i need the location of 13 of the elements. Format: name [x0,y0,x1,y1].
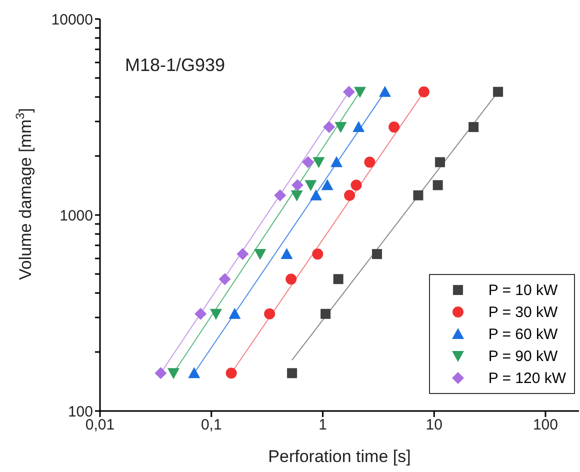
x-axis-title: Perforation time [s] [268,447,411,466]
legend-label: P = 90 kW [488,348,558,364]
legend-label: P = 120 kW [488,370,566,386]
y-tick-label: 1000 [60,207,93,224]
legend-label: P = 30 kW [488,304,558,320]
x-tick-label: 0,1 [200,416,222,434]
legend-label: P = 60 kW [488,326,558,342]
legend-label: P = 10 kW [488,282,558,298]
x-tick-label: 100 [532,416,558,434]
x-tick-label: 1 [318,416,327,434]
annotation: M18-1/G939 [125,55,226,75]
x-tick-label: 10 [426,416,442,434]
y-tick-label: 10000 [51,11,93,28]
